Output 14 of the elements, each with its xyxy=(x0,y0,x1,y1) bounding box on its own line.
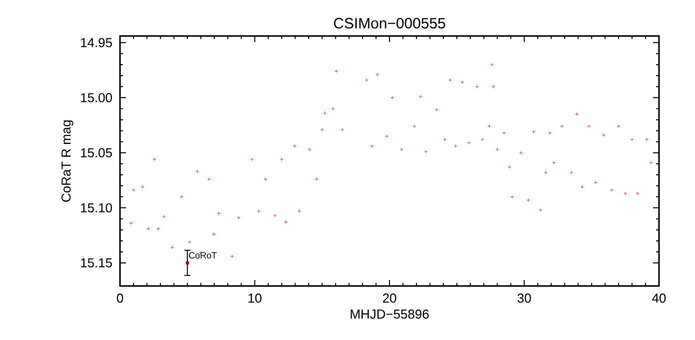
y-tick-label: 14.95 xyxy=(81,38,112,48)
y-axis-title: CoRaT R mag xyxy=(61,120,74,202)
x-tick-label: 20 xyxy=(382,294,396,303)
y-tick-label: 15.00 xyxy=(81,93,112,102)
y-tick-label: 15.10 xyxy=(81,203,112,212)
series-label: CoRoT xyxy=(189,252,217,259)
x-tick-label: 40 xyxy=(652,294,666,303)
x-axis-title: MHJD−55896 xyxy=(350,310,429,319)
x-tick-label: 0 xyxy=(116,294,124,303)
x-tick-label: 10 xyxy=(248,294,262,303)
x-tick-label: 30 xyxy=(518,294,531,303)
y-tick-label: 15.15 xyxy=(81,258,112,268)
chart-title: CSIMon−000555 xyxy=(334,18,446,28)
y-tick-label: 15.05 xyxy=(81,148,112,158)
